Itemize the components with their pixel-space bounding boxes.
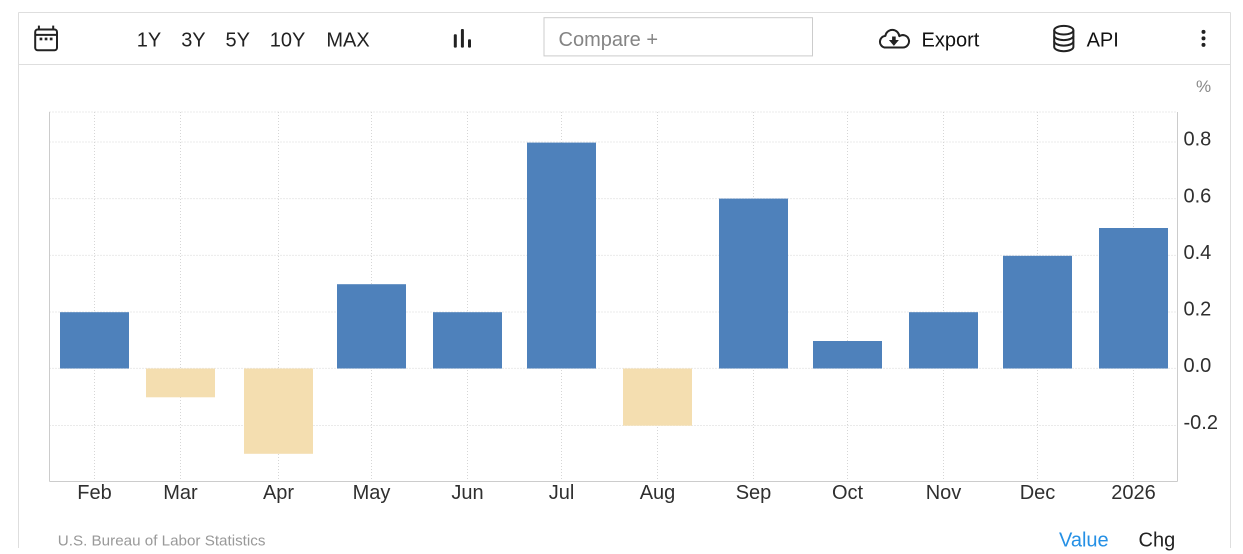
svg-text:0.0: 0.0 bbox=[1184, 355, 1212, 377]
svg-text:-0.2: -0.2 bbox=[1184, 412, 1218, 434]
svg-text:Value: Value bbox=[1059, 529, 1109, 551]
svg-text:MAX: MAX bbox=[326, 29, 369, 51]
svg-text:3Y: 3Y bbox=[181, 29, 205, 51]
svg-text:0.2: 0.2 bbox=[1184, 299, 1212, 321]
svg-text:0.8: 0.8 bbox=[1184, 129, 1212, 151]
svg-text:0.4: 0.4 bbox=[1184, 242, 1212, 264]
svg-text:Feb: Feb bbox=[77, 482, 111, 504]
svg-text:5Y: 5Y bbox=[226, 29, 250, 51]
svg-text:Dec: Dec bbox=[1020, 482, 1056, 504]
svg-text:2026: 2026 bbox=[1111, 482, 1156, 504]
svg-text:Nov: Nov bbox=[926, 482, 962, 504]
svg-text:Export: Export bbox=[922, 29, 980, 51]
svg-text:Apr: Apr bbox=[263, 482, 294, 504]
svg-text:Jun: Jun bbox=[451, 482, 483, 504]
svg-text:Oct: Oct bbox=[832, 482, 864, 504]
svg-text:Compare +: Compare + bbox=[559, 29, 659, 51]
svg-text:Jul: Jul bbox=[549, 482, 575, 504]
svg-text:API: API bbox=[1087, 29, 1119, 51]
svg-text:Chg: Chg bbox=[1139, 529, 1176, 551]
svg-text:10Y: 10Y bbox=[270, 29, 306, 51]
svg-text:Sep: Sep bbox=[736, 482, 772, 504]
svg-text:1Y: 1Y bbox=[137, 29, 161, 51]
svg-text:U.S. Bureau of Labor Statistic: U.S. Bureau of Labor Statistics bbox=[58, 533, 266, 550]
svg-text:May: May bbox=[353, 482, 391, 504]
svg-text:Aug: Aug bbox=[640, 482, 676, 504]
svg-text:%: % bbox=[1196, 77, 1211, 96]
svg-text:0.6: 0.6 bbox=[1184, 185, 1212, 207]
svg-text:Mar: Mar bbox=[163, 482, 198, 504]
